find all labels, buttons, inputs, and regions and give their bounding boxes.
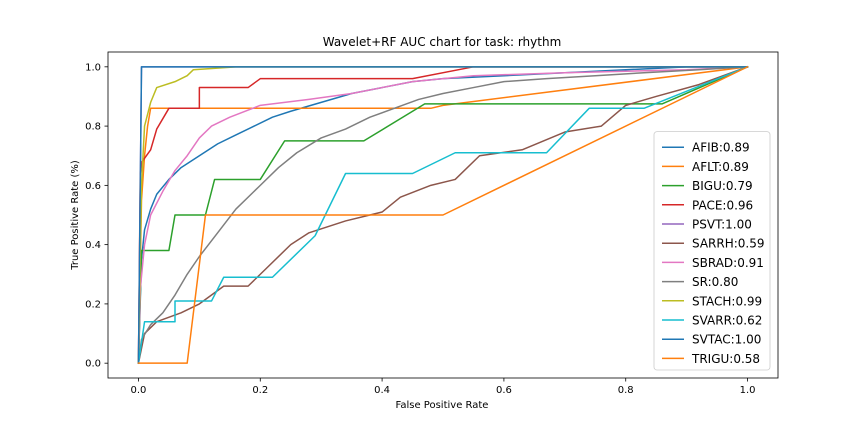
y-tick-label: 0.4 (85, 240, 101, 251)
x-tick-label: 0.4 (374, 385, 390, 396)
y-tick-label: 0.6 (85, 181, 101, 192)
legend-entry: SVARR:0.62 (692, 314, 762, 328)
y-tick-label: 1.0 (85, 62, 101, 73)
legend-entry: SARRH:0.59 (692, 237, 765, 251)
series-line-trigu (137, 65, 749, 364)
x-axis-label: False Positive Rate (396, 400, 489, 411)
series-line-svarr (137, 65, 749, 365)
legend-frame (653, 131, 771, 371)
y-tick-label: 0.8 (85, 122, 101, 133)
series-line-sarrh (137, 65, 749, 365)
y-axis-label: True Positive Rate (%) (70, 160, 81, 271)
x-tick-label: 0.0 (131, 385, 147, 396)
series-line-bigu (137, 65, 749, 364)
y-tick-label: 0.2 (85, 299, 101, 310)
legend: AFIB:0.89 AFLT:0.89 BIGU:0.79 PACE:0.96 PSVT… (653, 131, 771, 371)
x-tick-label: 0.6 (496, 385, 512, 396)
series-line-sbrad (137, 66, 749, 364)
legend-entry: PACE:0.96 (692, 198, 753, 212)
legend-entry: STACH:0.99 (692, 294, 762, 308)
legend-entry: TRIGU:0.58 (691, 352, 760, 366)
series-line-stach (137, 66, 749, 364)
plot-frame (107, 51, 779, 379)
x-axis-ticks: 0.0 0.2 0.4 0.6 0.8 1.0 (131, 378, 756, 396)
legend-entry: SBRAD:0.91 (692, 256, 764, 270)
x-tick-label: 0.2 (252, 385, 268, 396)
legend-entry: SVTAC:1.00 (692, 333, 761, 347)
y-axis-ticks: 0.0 0.2 0.4 0.6 0.8 1.0 (85, 62, 108, 370)
x-tick-label: 1.0 (740, 385, 756, 396)
legend-entry: AFIB:0.89 (692, 141, 750, 155)
legend-entry: BIGU:0.79 (692, 179, 753, 193)
series-layer (137, 65, 749, 365)
chart-title: Wavelet+RF AUC chart for task: rhythm (323, 35, 562, 49)
legend-entry: PSVT:1.00 (692, 218, 752, 232)
legend-entry: AFLT:0.89 (692, 160, 749, 174)
series-line-svtac (137, 66, 749, 364)
legend-entry: SR:0.80 (692, 275, 738, 289)
x-tick-label: 0.8 (618, 385, 634, 396)
y-tick-label: 0.0 (85, 359, 101, 370)
series-line-sr (137, 66, 749, 365)
